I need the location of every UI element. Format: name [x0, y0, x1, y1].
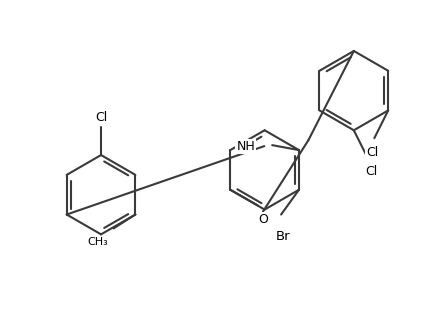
Text: Cl: Cl [95, 111, 107, 124]
Text: Cl: Cl [366, 166, 378, 178]
Text: Br: Br [276, 230, 291, 243]
Text: NH: NH [236, 140, 255, 153]
Text: Cl: Cl [366, 146, 378, 158]
Text: CH₃: CH₃ [88, 237, 108, 247]
Text: O: O [258, 213, 268, 226]
